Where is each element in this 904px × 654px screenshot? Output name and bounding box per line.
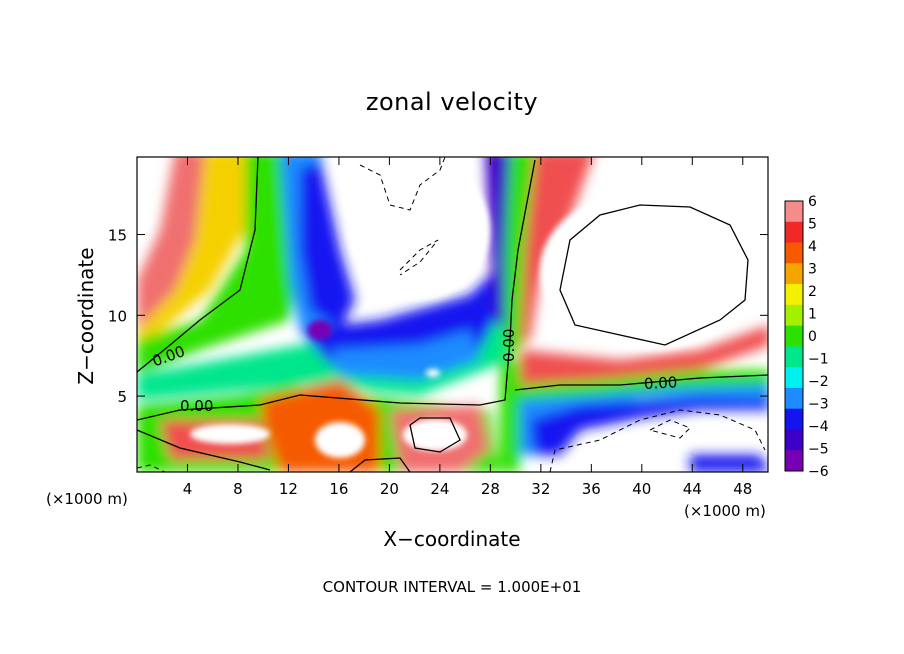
colorbar-frame — [784, 200, 804, 472]
chart-title: zonal velocity — [365, 88, 539, 116]
colorbar-tick-label: 3 — [808, 262, 817, 278]
colorbar-swatch — [785, 263, 803, 285]
colorbar-tick-label: 0 — [808, 329, 817, 345]
colorbar-tick-label: 4 — [808, 239, 817, 255]
colorbar-swatch — [785, 367, 803, 389]
colorbar-swatch — [785, 325, 803, 347]
colorbar-swatch — [785, 429, 803, 451]
colorbar-swatch — [785, 304, 803, 327]
colorbar-tick-label: −4 — [808, 419, 829, 435]
x-tick-label: 24 — [430, 480, 449, 498]
y-tick-label: 10 — [108, 307, 127, 325]
x-unit-label-left: (×1000 m) — [46, 490, 128, 508]
x-tick-label: 4 — [183, 480, 193, 498]
colorbar-swatch — [785, 387, 803, 410]
contour-label: 0.00 — [500, 329, 518, 362]
colorbar-swatch — [785, 221, 803, 244]
y-tick-label: 5 — [117, 388, 127, 406]
colorbar-swatch — [785, 346, 803, 368]
colorbar-tick-label: −3 — [808, 397, 829, 413]
x-tick-label: 32 — [531, 480, 550, 498]
colorbar-swatch — [785, 408, 803, 430]
contour-label: 0.00 — [180, 397, 213, 415]
colorbar-tick-label: −6 — [808, 464, 829, 480]
y-tick-label: 15 — [108, 227, 127, 245]
x-tick-label: 36 — [582, 480, 601, 498]
colorbar-tick-label: −5 — [808, 442, 829, 458]
colorbar-swatch — [785, 450, 803, 472]
plot-frame — [136, 156, 769, 473]
colorbar-tick-label: 1 — [808, 307, 817, 323]
contour-lines — [137, 157, 768, 472]
x-tick-label: 44 — [683, 480, 702, 498]
y-axis: 5 10 15 — [108, 227, 768, 406]
x-tick-label: 20 — [380, 480, 399, 498]
colorbar-tick-label: 6 — [808, 194, 817, 210]
x-axis: 4 8 12 16 20 24 28 32 36 40 44 48 — [183, 157, 752, 498]
colorbar-swatch — [785, 201, 803, 223]
contour-interval-note: CONTOUR INTERVAL = 1.000E+01 — [322, 578, 582, 596]
colorbar-swatch — [785, 242, 803, 264]
contour-label: 0.00 — [644, 373, 678, 393]
x-tick-label: 28 — [481, 480, 500, 498]
colorbar-tick-label: −2 — [808, 374, 829, 390]
colorbar-tick-label: −1 — [808, 352, 829, 368]
x-tick-label: 48 — [733, 480, 752, 498]
colorbar: 6 5 4 3 2 1 0 −1 −2 −3 −4 −5 −6 — [784, 194, 829, 480]
colorbar-tick-label: 2 — [808, 284, 817, 300]
x-unit-label-right: (×1000 m) — [684, 502, 766, 520]
x-tick-label: 12 — [279, 480, 298, 498]
x-tick-label: 16 — [329, 480, 348, 498]
colorbar-swatch — [785, 284, 803, 306]
x-tick-label: 40 — [632, 480, 651, 498]
x-axis-label: X−coordinate — [383, 527, 521, 551]
x-tick-label: 8 — [233, 480, 243, 498]
velocity-field — [137, 157, 768, 472]
colorbar-tick-label: 5 — [808, 217, 817, 233]
